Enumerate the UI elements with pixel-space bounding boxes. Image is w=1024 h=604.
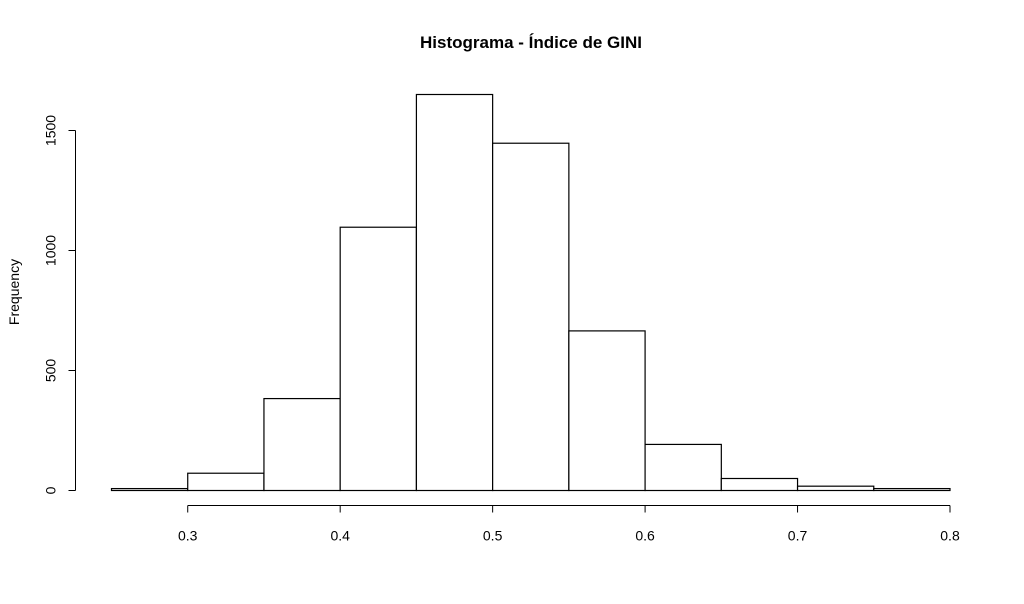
x-tick-label-1: 0.3 <box>178 528 198 544</box>
chart-title: Histograma - Índice de GINI <box>420 33 642 52</box>
x-tick-label-6: 0.8 <box>940 528 960 544</box>
histogram-bar-3 <box>263 397 341 492</box>
x-tick-label-4: 0.6 <box>635 528 655 544</box>
histogram-bar-2 <box>187 472 265 492</box>
histogram-bar-6 <box>492 142 570 492</box>
x-tick-label-3: 0.5 <box>483 528 503 544</box>
x-tick-label-5: 0.7 <box>788 528 808 544</box>
histogram-bar-11 <box>873 487 951 492</box>
y-tick-label-4: 1500 <box>43 115 59 146</box>
y-tick-label-3: 1000 <box>43 235 59 266</box>
histogram-bar-8 <box>644 443 722 492</box>
histogram-bars <box>110 93 951 492</box>
histogram-bar-9 <box>720 477 799 492</box>
histogram-bar-10 <box>796 485 875 492</box>
histogram-bar-1 <box>110 487 189 492</box>
y-tick-label-2: 500 <box>43 359 59 383</box>
y-axis: 0 500 1000 1500 <box>43 115 76 494</box>
histogram-bar-4 <box>339 226 418 492</box>
histogram-bar-7 <box>568 330 646 492</box>
x-axis: 0.3 0.4 0.5 0.6 0.7 0.8 <box>178 505 960 544</box>
y-axis-label: Frequency <box>6 259 22 325</box>
y-tick-label-1: 0 <box>43 486 59 494</box>
x-tick-label-2: 0.4 <box>330 528 350 544</box>
histogram-bar-5 <box>415 93 494 492</box>
